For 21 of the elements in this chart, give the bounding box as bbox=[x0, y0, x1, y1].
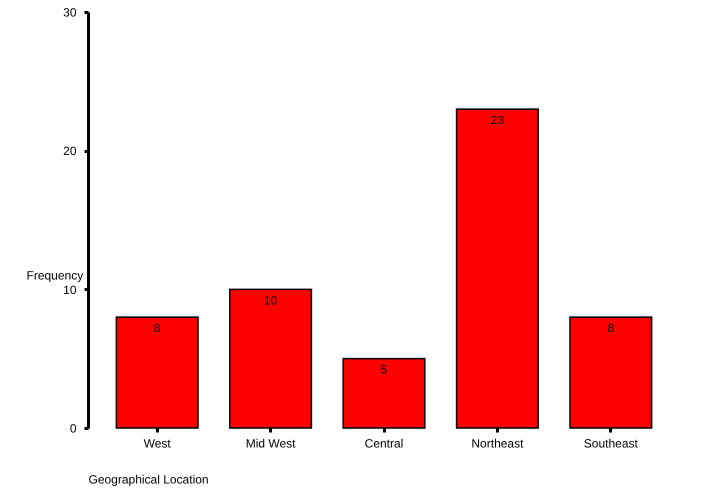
y-tick-label: 0 bbox=[70, 422, 77, 436]
x-tick-label: Northeast bbox=[471, 436, 524, 450]
x-tick-label: West bbox=[144, 436, 172, 450]
data-label: 8 bbox=[607, 321, 614, 336]
y-tick-label: 20 bbox=[63, 144, 77, 158]
x-tick-label: Central bbox=[364, 436, 404, 450]
x-tick-label: Mid West bbox=[246, 436, 296, 450]
y-tick-label: 10 bbox=[63, 282, 77, 297]
data-label: 5 bbox=[380, 362, 388, 377]
bar bbox=[342, 358, 426, 429]
bar bbox=[569, 316, 652, 429]
data-label: 10 bbox=[264, 293, 278, 308]
bar bbox=[229, 288, 312, 429]
bar bbox=[456, 108, 539, 429]
data-label: 8 bbox=[154, 321, 161, 336]
y-axis-title: Frequency bbox=[26, 268, 84, 282]
x-axis-title: Geographical Location bbox=[88, 472, 209, 486]
bar bbox=[116, 316, 199, 429]
x-tick-label: Southeast bbox=[584, 436, 639, 450]
data-label: 23 bbox=[490, 113, 504, 128]
y-tick-label: 30 bbox=[63, 6, 77, 20]
